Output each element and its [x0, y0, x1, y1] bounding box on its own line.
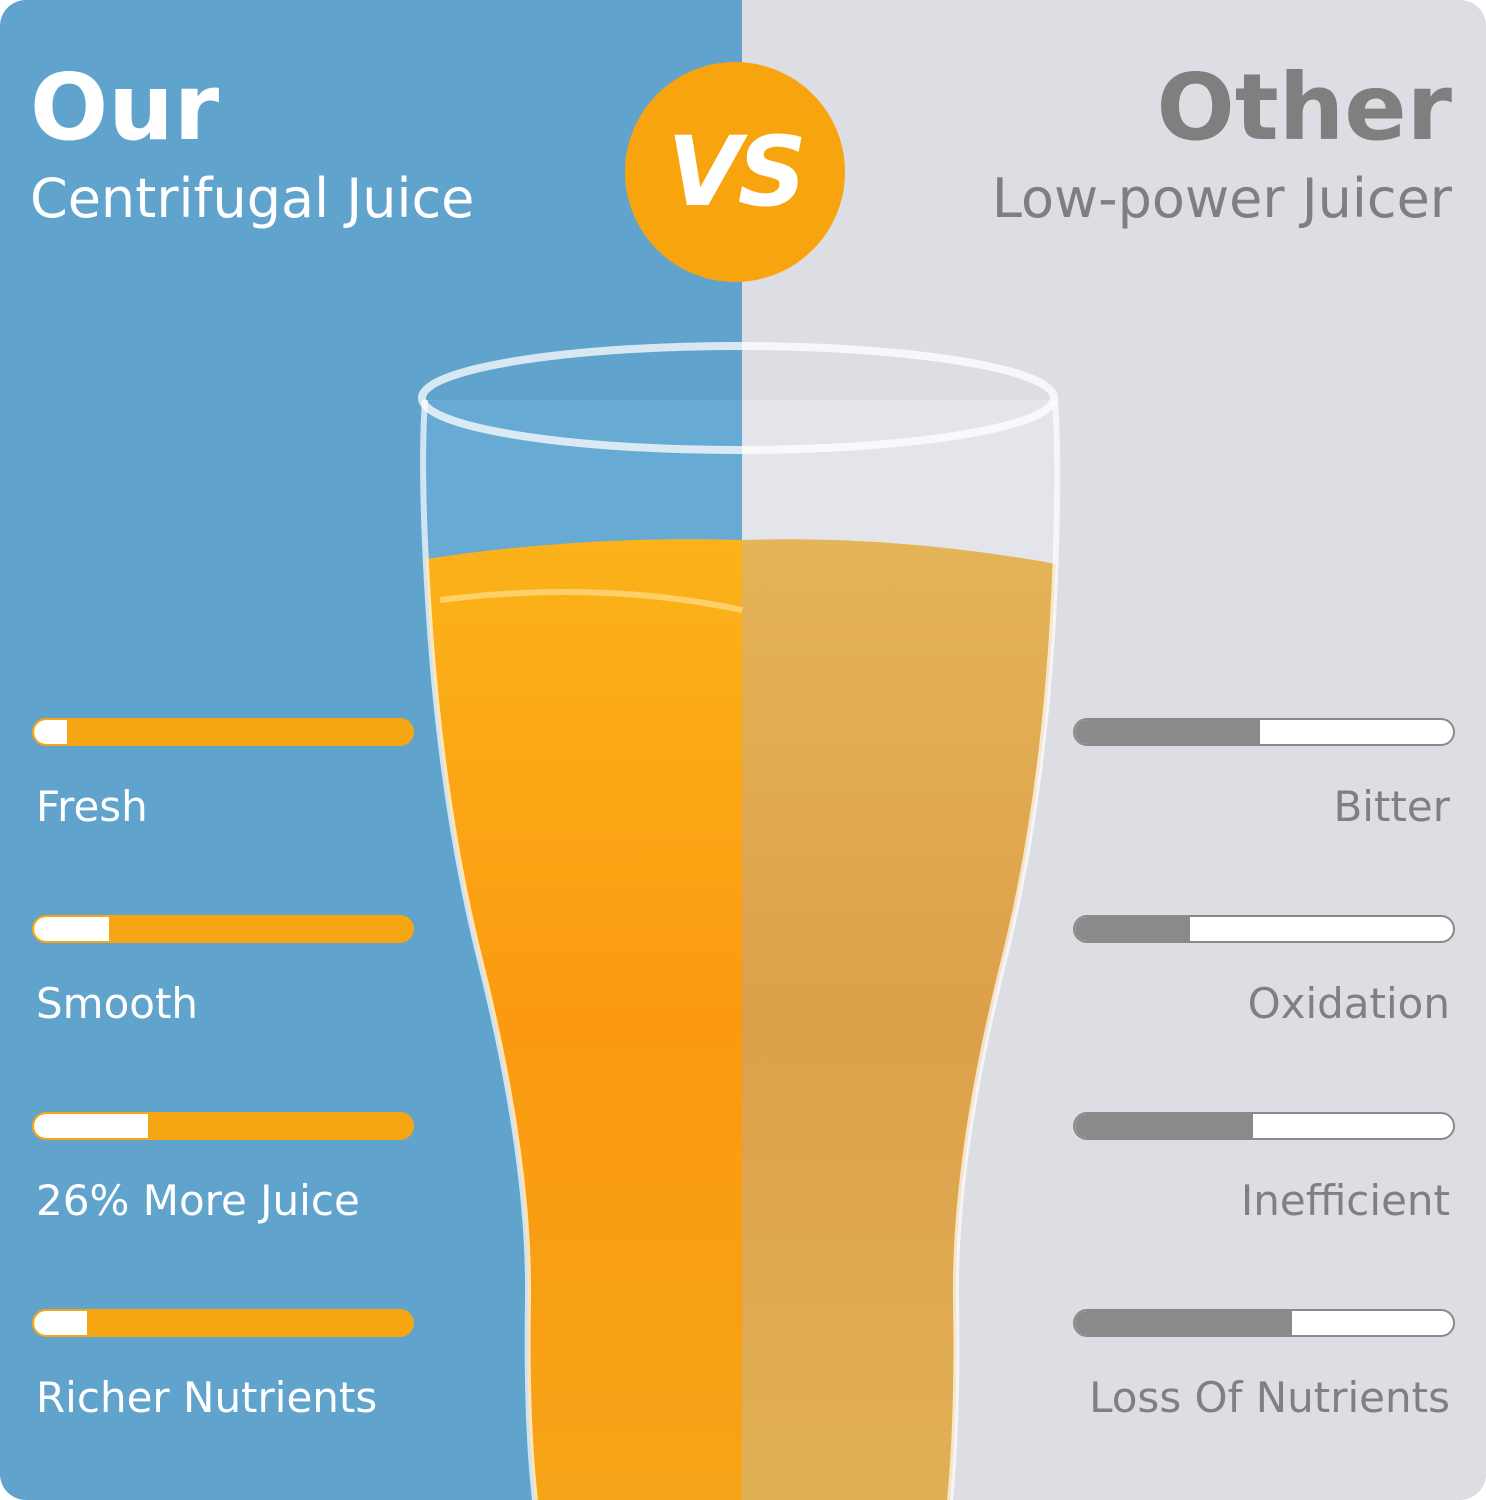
feature-label: Oxidation	[1247, 979, 1450, 1028]
level-fill	[34, 1311, 87, 1335]
level-bar	[1073, 718, 1455, 746]
other-subtitle: Low-power Juicer	[991, 167, 1452, 230]
feature-label: Fresh	[36, 782, 148, 831]
level-fill	[1075, 1114, 1253, 1138]
level-fill	[34, 917, 109, 941]
level-fill	[34, 720, 67, 744]
feature-label: 26% More Juice	[36, 1176, 360, 1225]
feature-label: Bitter	[1333, 782, 1450, 831]
feature-label: Loss Of Nutrients	[1089, 1373, 1450, 1422]
level-bar	[1073, 915, 1455, 943]
our-title: Our	[30, 54, 220, 161]
vs-badge: VS	[625, 62, 845, 282]
level-bar	[1073, 1112, 1455, 1140]
feature-label: Smooth	[36, 979, 199, 1028]
level-fill	[1075, 1311, 1292, 1335]
level-bar	[32, 1309, 414, 1337]
level-bar	[32, 718, 414, 746]
level-fill	[34, 1114, 148, 1138]
level-fill	[1075, 917, 1190, 941]
other-title: Other	[1156, 54, 1452, 161]
feature-label: Richer Nutrients	[36, 1373, 378, 1422]
level-bar	[32, 915, 414, 943]
our-subtitle: Centrifugal Juice	[30, 167, 475, 230]
level-fill	[1075, 720, 1260, 744]
level-bar	[1073, 1309, 1455, 1337]
feature-label: Inefficient	[1240, 1176, 1450, 1225]
level-bar	[32, 1112, 414, 1140]
